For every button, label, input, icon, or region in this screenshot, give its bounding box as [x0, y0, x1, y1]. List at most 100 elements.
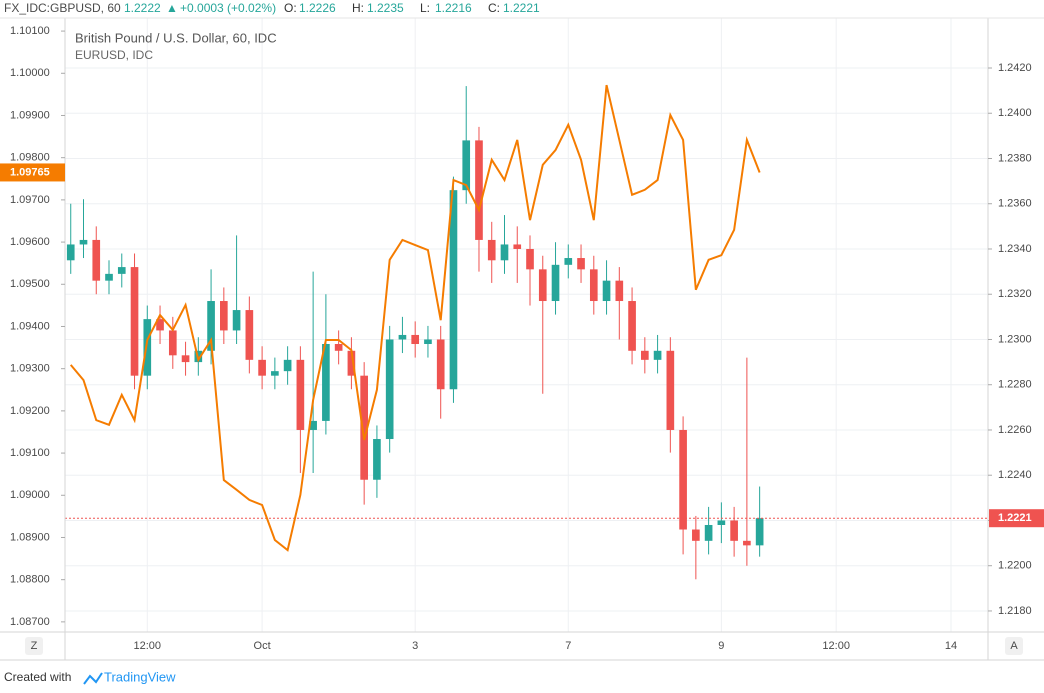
candle-body [577, 258, 585, 270]
candle-body [130, 267, 139, 376]
candle-body [730, 520, 738, 541]
candle-body [181, 355, 190, 363]
candle-body [436, 339, 445, 390]
candle-body [309, 420, 317, 430]
price-label-box [989, 509, 1044, 528]
candle-body [615, 280, 624, 302]
candle-body [271, 371, 279, 376]
y2-tick-label: 1.2240 [998, 469, 1032, 481]
candle-body [692, 529, 700, 541]
x-tick-label: 14 [945, 640, 957, 652]
symbol: FX_IDC:GBPUSD, 60 [4, 1, 121, 15]
candle-body [538, 269, 547, 302]
plot [65, 84, 988, 580]
candle-body [220, 301, 228, 331]
button-a[interactable]: A [1010, 640, 1018, 652]
y2-tick-label: 1.2400 [998, 107, 1032, 119]
y-tick-label: 1.09500 [10, 278, 50, 290]
candle-body [755, 518, 764, 546]
candle-body [640, 350, 649, 360]
change-arrow: ▲ [166, 1, 178, 15]
y-tick-label: 1.09100 [10, 447, 50, 459]
candle-body [551, 264, 560, 302]
compare-label: 1.09765 [10, 166, 50, 178]
y2-tick-label: 1.2300 [998, 333, 1032, 345]
candle-body [679, 429, 687, 530]
candle-body [360, 375, 368, 480]
axes: 12:00 Oct 3 7 9 12:00 14 1.08700 1.08800 1.08900 1… [0, 25, 1044, 652]
candle-body [602, 280, 611, 302]
candle-body [411, 334, 420, 345]
y-tick-label: 1.10000 [10, 67, 50, 79]
auto-button-z[interactable] [25, 637, 43, 655]
candle-body [156, 319, 164, 331]
candle-body [500, 244, 509, 261]
candle-body [322, 344, 330, 421]
button-z[interactable]: Z [31, 640, 38, 652]
compare-label-box [0, 163, 65, 182]
x-tick-label: 12:00 [134, 640, 162, 652]
y-tick-label: 1.08900 [10, 531, 50, 543]
candle-body [79, 239, 88, 245]
auto-button-a[interactable] [1005, 637, 1023, 655]
candle-body [245, 310, 254, 360]
y2-tick-label: 1.2200 [998, 560, 1032, 572]
y-tick-label: 1.10100 [10, 25, 50, 37]
y2-tick-label: 1.2260 [998, 424, 1032, 436]
candle-body [143, 319, 152, 376]
y2-tick-label: 1.2320 [998, 288, 1032, 300]
x-tick-label: 9 [718, 640, 724, 652]
logo [83, 672, 103, 685]
y2-tick-label: 1.2280 [998, 379, 1032, 391]
candle-body [398, 334, 407, 340]
x-tick-label: 12:00 [822, 640, 850, 652]
candle-body [207, 301, 215, 351]
candle-body [168, 330, 177, 356]
y2-tick-label: 1.2420 [998, 62, 1032, 74]
candle-body [564, 258, 573, 265]
legend-compare: EURUSD, IDC [75, 48, 153, 62]
ohlc-value: 1.2235 [367, 1, 404, 15]
candle-body [475, 140, 483, 240]
candle-body [347, 350, 356, 376]
candle-body [105, 273, 113, 281]
footer-text: Created with [4, 670, 71, 684]
legend-main: British Pound / U.S. Dollar, 60, IDC [75, 30, 277, 45]
candle-body [334, 344, 343, 351]
ohlc-value: 1.2221 [503, 1, 540, 15]
candle-body [743, 540, 751, 546]
candle-body [283, 359, 292, 372]
ohlc-value: 1.2216 [435, 1, 472, 15]
candle-body [704, 524, 713, 541]
y-tick-label: 1.09800 [10, 152, 50, 164]
ohlc: O: 1.2226 H: 1.2235 L: 1.2216 C: 1.2221 [284, 1, 540, 15]
candle-body [258, 359, 266, 376]
candle-body [526, 248, 534, 270]
candle-body [589, 269, 598, 302]
footer-brand[interactable]: TradingView [104, 669, 176, 684]
x-tick-label: Oct [254, 640, 271, 652]
y-tick-label: 1.08800 [10, 574, 50, 586]
last-price: 1.2222 [124, 1, 161, 15]
y-tick-label: 1.09300 [10, 363, 50, 375]
y-tick-label: 1.09200 [10, 405, 50, 417]
y2-tick-label: 1.2360 [998, 198, 1032, 210]
y2-tick-label: 1.2180 [998, 605, 1032, 617]
candle-body [66, 244, 75, 261]
candle-body [117, 267, 126, 274]
candle-body [717, 520, 726, 525]
candle-body [92, 239, 101, 281]
price-label: 1.2221 [998, 512, 1032, 524]
candle-body [385, 339, 394, 440]
candle-body [628, 301, 636, 351]
y-tick-label: 1.09900 [10, 109, 50, 121]
candle-body [232, 310, 241, 331]
y2-tick-label: 1.2340 [998, 243, 1032, 255]
candle-body [653, 350, 662, 360]
candle-body [487, 239, 496, 261]
compare-line [69, 84, 761, 552]
candle-body [462, 140, 471, 191]
ohlc-label: O: [284, 1, 297, 15]
candle-body [666, 350, 675, 430]
x-tick-label: 7 [565, 640, 571, 652]
